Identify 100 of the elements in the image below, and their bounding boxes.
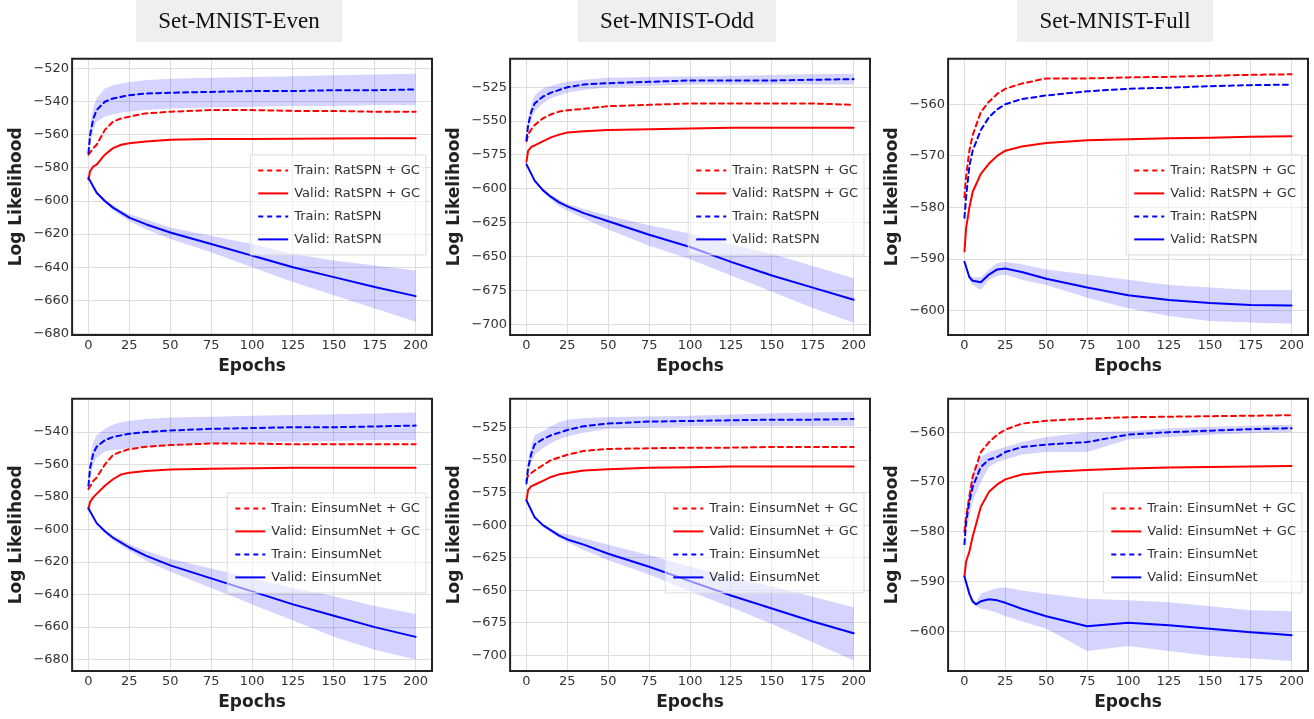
line-series [87,442,417,490]
y-tick-label: −600 [33,192,70,208]
legend-label: Train: EinsumNet + GC [1146,499,1296,515]
y-tick-label: −640 [33,586,70,601]
y-tick-label: −590 [909,572,946,588]
y-tick-label: −660 [33,291,70,307]
x-tick-label: 50 [1037,337,1055,353]
y-tick-label: −600 [33,520,70,536]
y-tick-label: −625 [471,214,508,229]
x-tick-label: 175 [362,673,388,689]
line-series [525,445,855,482]
y-tick-label: −620 [33,553,70,569]
chart-title: Set-MNIST-Odd [578,0,776,42]
legend-label: Train: RatSPN + GC [1169,161,1296,177]
line-series [87,424,417,487]
y-tick-label: −540 [33,423,70,439]
y-tick-label: −660 [33,618,70,634]
y-axis-title: Log Likelihood [4,127,25,267]
x-tick-label: 25 [121,337,138,353]
legend-label: Train: EinsumNet [270,545,382,561]
x-tick-label: 100 [239,337,265,353]
y-tick-label: −575 [471,146,508,162]
y-tick-label: −580 [33,488,70,504]
y-tick-label: −650 [471,247,508,263]
x-tick-label: 125 [280,673,306,689]
x-tick-label: 100 [677,337,703,353]
y-tick-label: −700 [471,646,508,662]
x-axis-title: Epochs [218,691,286,712]
x-tick-label: 0 [960,673,969,689]
x-tick-label: 0 [84,337,93,353]
legend-label: Train: EinsumNet + GC [270,499,420,515]
x-tick-label: 50 [161,337,179,353]
x-tick-label: 200 [1279,673,1305,689]
legend-label: Train: RatSPN + GC [293,161,420,177]
x-tick-label: 25 [559,673,576,689]
legend-label: Train: EinsumNet [1146,545,1258,561]
legend-label: Train: RatSPN + GC [731,161,858,177]
legend-label: Train: EinsumNet [708,545,820,561]
line-series [87,109,417,156]
y-tick-label: −590 [909,250,946,266]
legend-label: Valid: RatSPN [732,230,820,246]
x-tick-label: 150 [321,673,347,689]
legend-label: Valid: EinsumNet + GC [271,522,421,538]
x-tick-label: 50 [599,337,617,353]
y-tick-label: −550 [471,451,508,467]
x-axis-title: Epochs [218,355,286,376]
x-tick-label: 50 [161,673,179,689]
x-tick-label: 75 [202,673,220,689]
y-tick-label: −600 [471,180,508,196]
x-tick-label: 150 [321,337,347,353]
legend-label: Valid: EinsumNet [271,568,382,584]
x-tick-label: 200 [841,337,867,353]
x-tick-label: 150 [1197,337,1223,353]
y-tick-label: −675 [471,614,508,630]
legend-label: Valid: EinsumNet [1147,568,1258,584]
legend-label: Valid: EinsumNet + GC [709,522,859,538]
y-tick-label: −560 [33,455,70,471]
x-tick-label: 200 [403,673,429,689]
y-tick-label: −570 [909,147,946,163]
y-tick-label: −700 [471,315,508,331]
y-tick-label: −600 [909,302,946,318]
y-tick-label: −560 [909,423,946,439]
x-tick-label: 25 [997,337,1014,353]
x-tick-label: 75 [202,337,220,353]
x-tick-label: 100 [677,673,703,689]
legend-label: Valid: EinsumNet + GC [1147,522,1297,538]
x-tick-label: 175 [800,673,826,689]
y-tick-label: −600 [909,622,946,638]
x-tick-label: 75 [640,673,658,689]
x-tick-label: 100 [239,673,265,689]
x-tick-label: 125 [1156,673,1182,689]
y-axis-title: Log Likelihood [442,465,463,605]
y-tick-label: −625 [471,549,508,565]
x-tick-label: 150 [1197,673,1223,689]
legend-label: Valid: RatSPN + GC [294,184,421,200]
x-tick-label: 0 [960,337,969,353]
legend-label: Valid: EinsumNet [709,568,820,584]
y-tick-label: −580 [909,523,946,539]
x-tick-label: 175 [1238,337,1264,353]
x-tick-label: 175 [362,337,388,353]
y-tick-label: −520 [33,60,70,76]
x-tick-label: 150 [759,337,785,353]
legend-label: Valid: RatSPN [294,230,382,246]
y-tick-label: −680 [33,651,70,666]
chart-title: Set-MNIST-Full [1017,0,1213,42]
legend-label: Valid: RatSPN + GC [732,184,859,200]
x-tick-label: 25 [559,337,576,353]
y-axis-title: Log Likelihood [880,127,901,267]
line-series [87,88,417,155]
x-tick-label: 200 [841,673,867,689]
x-tick-label: 200 [1279,337,1305,353]
x-tick-label: 125 [718,337,744,353]
legend-label: Valid: RatSPN + GC [1170,184,1297,200]
legend-label: Train: EinsumNet + GC [708,499,858,515]
x-tick-label: 0 [84,673,93,689]
y-tick-label: −580 [33,159,70,175]
chart-title: Set-MNIST-Even [136,0,342,42]
x-axis-title: Epochs [1094,355,1162,376]
legend-label: Train: RatSPN [293,207,382,223]
x-tick-label: 125 [718,673,744,689]
